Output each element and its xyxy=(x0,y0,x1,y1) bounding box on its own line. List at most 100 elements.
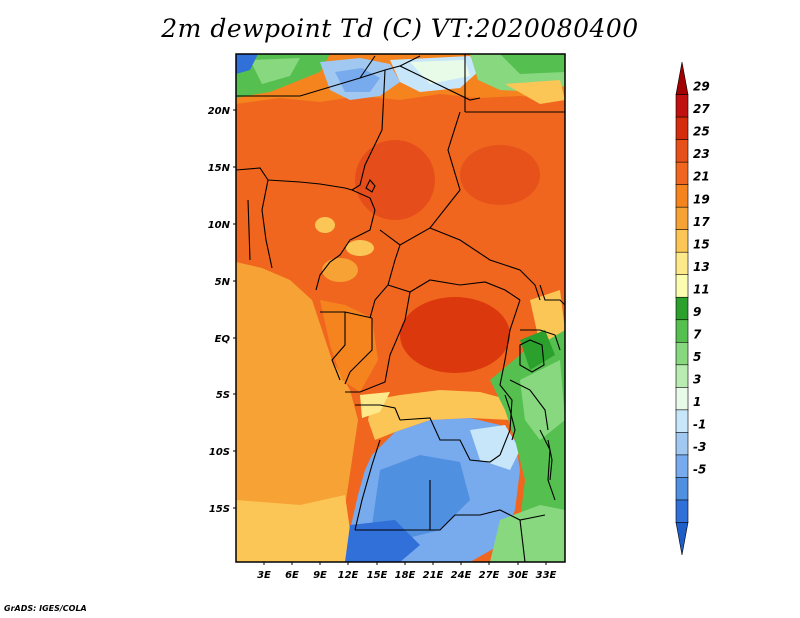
country-borders xyxy=(235,54,566,563)
field-yellow-ne xyxy=(505,80,565,104)
colorbar-swatch xyxy=(675,139,689,163)
colorbar-label: 5 xyxy=(693,350,701,364)
colorbar-swatch xyxy=(675,454,689,479)
border-zambia-zimbabwe xyxy=(455,509,546,521)
lat-tick-label: 5S xyxy=(216,390,230,401)
colorbar-label: 9 xyxy=(693,305,701,319)
colorbar-swatch xyxy=(675,341,689,366)
colorbar-swatch xyxy=(675,364,689,388)
lon-tick-label: 27E xyxy=(479,570,500,581)
field-green-nw2 xyxy=(250,58,300,84)
colorbar-label: 27 xyxy=(693,102,710,116)
field-green-east2 xyxy=(520,360,565,440)
colorbar-label: 7 xyxy=(693,327,702,341)
border-libya-niger xyxy=(359,55,376,79)
colorbar-swatch xyxy=(675,409,689,433)
field-green-se xyxy=(490,505,565,562)
border-benin xyxy=(261,179,273,269)
colorbar-swatch xyxy=(675,387,689,411)
colorbar-label: 17 xyxy=(693,215,710,229)
lake-chad xyxy=(365,179,376,193)
colorbar-label: -1 xyxy=(693,417,706,431)
colorbar-label: 13 xyxy=(693,260,710,274)
colorbar-swatch xyxy=(675,161,689,186)
border-malawi xyxy=(539,429,556,501)
map-frame xyxy=(235,53,566,563)
lon-tick-label: 9E xyxy=(313,570,327,581)
border-zim-moz xyxy=(519,519,526,563)
field-dry-south2 xyxy=(372,455,470,540)
field-ocean xyxy=(236,262,358,562)
lon-axis: 3E 6E 9E 12E 15E 18E 21E 24E 27E 30E 33E xyxy=(257,562,557,581)
border-uganda xyxy=(539,284,566,306)
colorbar-swatch xyxy=(675,499,689,524)
lon-tick-label: 21E xyxy=(423,570,444,581)
field-light-w3 xyxy=(346,240,374,256)
lat-tick-label: 5N xyxy=(215,277,231,288)
lake-victoria xyxy=(519,339,545,373)
colorbar-label: 3 xyxy=(693,372,701,386)
border-nigeria-cameroon xyxy=(315,209,376,291)
border-drc-angola-n xyxy=(355,404,401,421)
lat-tick-label: 20N xyxy=(208,106,231,117)
border-chad-sudan xyxy=(379,111,461,246)
colorbar-label: 15 xyxy=(693,237,710,251)
border-drc-east xyxy=(499,299,521,456)
field-hot-chad xyxy=(355,140,435,220)
colorbar-swatch xyxy=(675,319,689,343)
field-coast xyxy=(320,300,378,392)
lon-tick-label: 24E xyxy=(451,570,472,581)
field-hot-sudan xyxy=(460,145,540,205)
colorbar-swatch xyxy=(675,296,689,321)
border-angola-coast xyxy=(354,439,381,531)
colorbar-label: 11 xyxy=(693,282,710,296)
lon-tick-label: 15E xyxy=(367,570,388,581)
colorbar-swatch xyxy=(675,251,689,276)
lat-axis: 20N 15N 10N 5N EQ 5S 10S 15S xyxy=(208,106,236,515)
border-sahara xyxy=(236,65,481,101)
field-light-w1 xyxy=(315,217,335,233)
colorbar-swatch xyxy=(675,229,689,253)
lat-tick-label: EQ xyxy=(215,334,231,345)
colorbar-swatch xyxy=(675,522,689,556)
lon-tick-label: 6E xyxy=(285,570,299,581)
colorbar-swatch xyxy=(675,206,689,231)
border-libya-egypt xyxy=(399,55,421,67)
colorbar-swatch xyxy=(675,116,689,141)
field-green-east3 xyxy=(520,330,555,370)
colorbar-label: 21 xyxy=(693,170,710,184)
border-congo xyxy=(344,318,373,385)
border-drc-zambia xyxy=(399,417,501,463)
colorbar-label: 29 xyxy=(693,80,710,94)
colorbar-label: 19 xyxy=(693,192,710,206)
field-green-ne2 xyxy=(500,54,565,74)
colorbar-swatch xyxy=(675,432,689,456)
lat-tick-label: 15N xyxy=(208,163,231,174)
field-light-w2 xyxy=(322,258,358,282)
field-yellow-east xyxy=(530,290,565,345)
border-tanzania xyxy=(509,379,549,431)
credit-text: GrADS: IGES/COLA xyxy=(4,604,87,613)
border-niger-nigeria xyxy=(235,167,376,211)
colorbar-swatch xyxy=(675,477,689,501)
lon-tick-label: 33E xyxy=(536,570,557,581)
lon-tick-label: 12E xyxy=(338,570,359,581)
border-togo xyxy=(247,199,251,261)
colorbar-swatch xyxy=(675,184,689,208)
field-blue-nw xyxy=(236,54,258,74)
border-gabon xyxy=(331,312,346,381)
field-ocean-south xyxy=(236,495,355,562)
lat-tick-label: 10N xyxy=(208,220,231,231)
colorbar-swatch xyxy=(675,61,689,95)
field-transition xyxy=(368,390,512,440)
colorbar-label: 23 xyxy=(693,147,710,161)
lon-tick-label: 30E xyxy=(508,570,529,581)
lat-tick-label: 10S xyxy=(209,447,230,458)
border-uganda-kenya xyxy=(520,329,561,351)
colorbar: 29 27 25 23 21 19 17 15 13 11 9 7 5 3 1 -1 -3 -5 xyxy=(675,61,710,556)
colorbar-label: -5 xyxy=(693,463,706,477)
field-blue-n2 xyxy=(335,68,380,92)
border-car-sudan xyxy=(429,227,541,301)
colorbar-swatch xyxy=(675,94,689,118)
